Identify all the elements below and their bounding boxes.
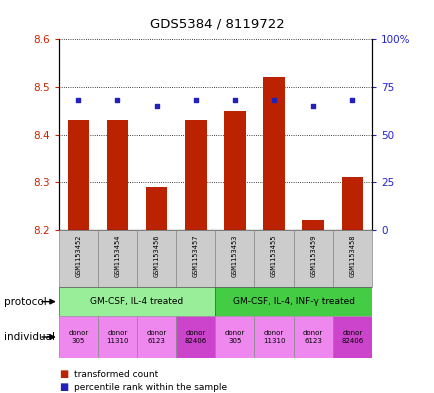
Point [309, 103, 316, 109]
Bar [176, 316, 215, 358]
Bar [215, 287, 371, 316]
Bar [332, 230, 371, 287]
Text: ■: ■ [59, 382, 68, 392]
Text: GSM1153458: GSM1153458 [349, 234, 355, 277]
Text: GSM1153452: GSM1153452 [75, 234, 81, 277]
Bar [215, 230, 254, 287]
Bar [215, 316, 254, 358]
Point [348, 97, 355, 103]
Bar [263, 77, 284, 230]
Point [75, 97, 82, 103]
Bar [137, 230, 176, 287]
Bar [137, 316, 176, 358]
Bar [59, 287, 215, 316]
Bar [106, 120, 128, 230]
Text: donor
11310: donor 11310 [106, 330, 128, 344]
Text: donor
82406: donor 82406 [340, 330, 363, 344]
Bar [293, 316, 332, 358]
Text: percentile rank within the sample: percentile rank within the sample [74, 383, 227, 391]
Text: donor
6123: donor 6123 [302, 330, 322, 344]
Text: donor
305: donor 305 [224, 330, 244, 344]
Bar [98, 230, 137, 287]
Bar [254, 230, 293, 287]
Bar [254, 316, 293, 358]
Text: GSM1153459: GSM1153459 [309, 234, 316, 277]
Bar [176, 230, 215, 287]
Text: donor
11310: donor 11310 [262, 330, 285, 344]
Text: GSM1153454: GSM1153454 [114, 234, 120, 277]
Text: individual: individual [4, 332, 55, 342]
Text: donor
82406: donor 82406 [184, 330, 207, 344]
Bar [67, 120, 89, 230]
Text: donor
305: donor 305 [68, 330, 88, 344]
Text: GM-CSF, IL-4 treated: GM-CSF, IL-4 treated [90, 297, 183, 306]
Bar [59, 316, 98, 358]
Bar [184, 120, 206, 230]
Bar [59, 230, 98, 287]
Point [153, 103, 160, 109]
Point [114, 97, 121, 103]
Text: GSM1153455: GSM1153455 [270, 234, 276, 277]
Bar [332, 316, 371, 358]
Text: GSM1153456: GSM1153456 [153, 234, 159, 277]
Text: GSM1153453: GSM1153453 [231, 234, 237, 277]
Point [270, 97, 277, 103]
Bar [302, 220, 323, 230]
Point [231, 97, 238, 103]
Text: GSM1153457: GSM1153457 [192, 234, 198, 277]
Point [192, 97, 199, 103]
Text: ■: ■ [59, 369, 68, 379]
Bar [293, 230, 332, 287]
Text: transformed count: transformed count [74, 370, 158, 378]
Bar [98, 316, 137, 358]
Bar [341, 178, 362, 230]
Text: protocol: protocol [4, 297, 47, 307]
Text: GM-CSF, IL-4, INF-γ treated: GM-CSF, IL-4, INF-γ treated [232, 297, 354, 306]
Text: GDS5384 / 8119722: GDS5384 / 8119722 [150, 18, 284, 31]
Bar [145, 187, 167, 230]
Bar [224, 111, 245, 230]
Text: donor
6123: donor 6123 [146, 330, 166, 344]
